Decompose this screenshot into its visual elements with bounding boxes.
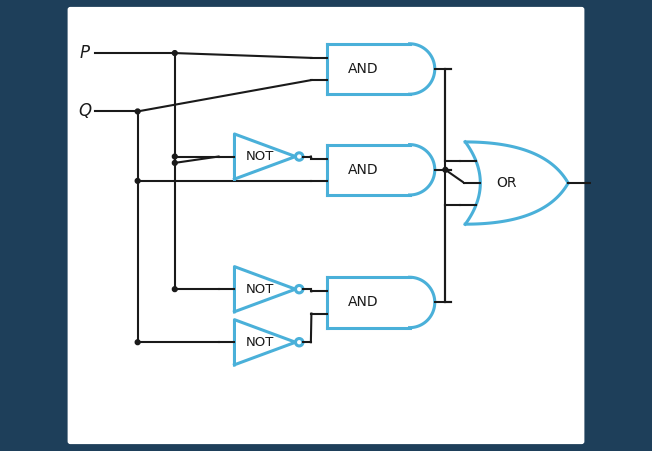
Polygon shape xyxy=(466,142,568,224)
Text: OR: OR xyxy=(496,176,516,190)
Circle shape xyxy=(172,154,177,159)
Text: AND: AND xyxy=(348,295,378,309)
Polygon shape xyxy=(327,44,435,94)
Text: P: P xyxy=(80,44,89,62)
Circle shape xyxy=(443,167,448,172)
Polygon shape xyxy=(235,320,295,365)
Polygon shape xyxy=(235,267,295,312)
Polygon shape xyxy=(327,145,435,195)
Circle shape xyxy=(172,51,177,55)
Circle shape xyxy=(135,179,140,183)
Circle shape xyxy=(295,285,303,293)
Text: AND: AND xyxy=(348,62,378,76)
FancyBboxPatch shape xyxy=(68,7,584,444)
Polygon shape xyxy=(235,134,295,179)
Circle shape xyxy=(295,339,303,346)
Circle shape xyxy=(172,161,177,165)
Text: NOT: NOT xyxy=(246,336,274,349)
Circle shape xyxy=(135,109,140,114)
Text: NOT: NOT xyxy=(246,283,274,296)
Circle shape xyxy=(295,153,303,160)
Polygon shape xyxy=(327,277,435,327)
Text: NOT: NOT xyxy=(246,150,274,163)
Text: Q: Q xyxy=(78,102,91,120)
Text: AND: AND xyxy=(348,163,378,177)
Circle shape xyxy=(172,287,177,291)
Circle shape xyxy=(135,340,140,345)
